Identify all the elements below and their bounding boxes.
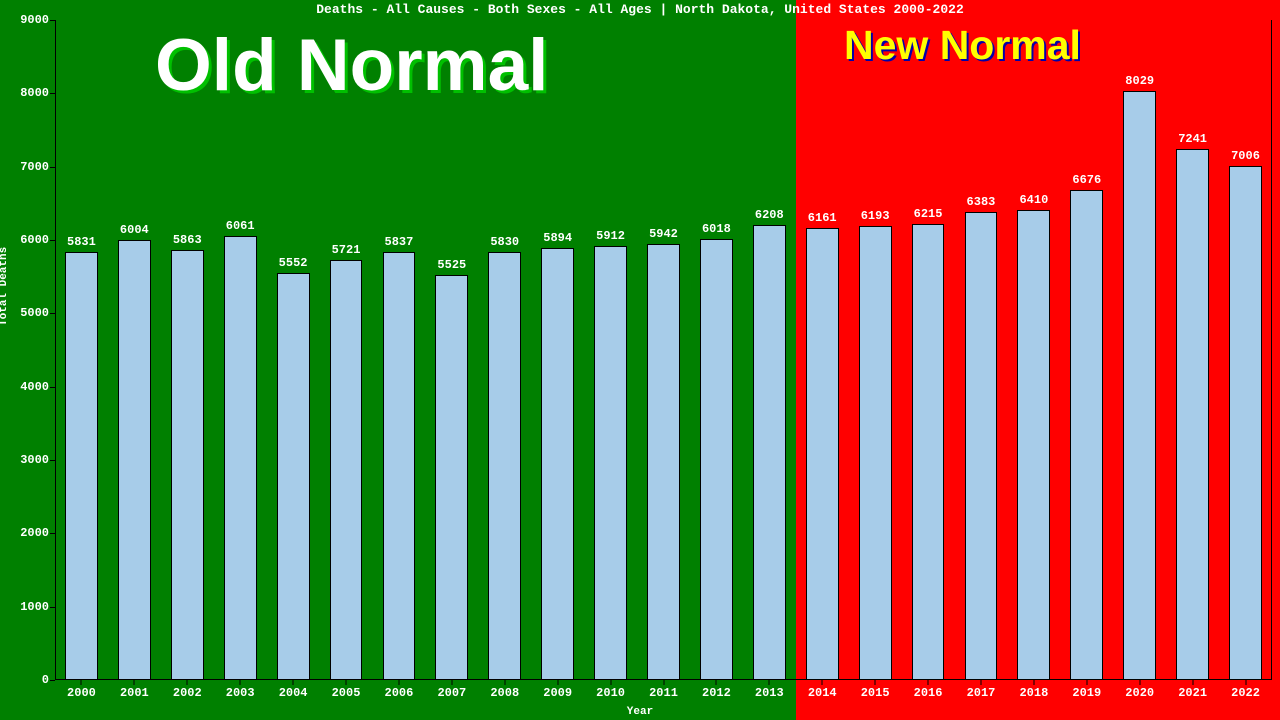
bar: 6193 — [859, 226, 892, 680]
bar-value-label: 6676 — [1071, 173, 1102, 187]
bar: 5831 — [65, 252, 98, 680]
bar-value-label: 7241 — [1177, 132, 1208, 146]
bar-value-label: 5837 — [384, 235, 415, 249]
bar-value-label: 8029 — [1124, 74, 1155, 88]
bar: 5721 — [330, 260, 363, 680]
bar: 6676 — [1070, 190, 1103, 680]
bar-value-label: 5525 — [436, 258, 467, 272]
bar: 6061 — [224, 236, 257, 680]
overlay-old-normal: Old Normal — [155, 24, 548, 107]
plot-area: 0100020003000400050006000700080009000583… — [55, 20, 1272, 680]
bar: 5863 — [171, 250, 204, 680]
bar-value-label: 6208 — [754, 208, 785, 222]
bar: 5525 — [435, 275, 468, 680]
bar-value-label: 5721 — [331, 243, 362, 257]
bar: 7006 — [1229, 166, 1262, 680]
bar-value-label: 6410 — [1018, 193, 1049, 207]
bar: 5830 — [488, 252, 521, 680]
bar-value-label: 6061 — [225, 219, 256, 233]
bar-value-label: 6193 — [860, 209, 891, 223]
bar-value-label: 5942 — [648, 227, 679, 241]
bar: 8029 — [1123, 91, 1156, 680]
bar: 6004 — [118, 240, 151, 680]
bar: 5912 — [594, 246, 627, 680]
bar-value-label: 5552 — [278, 256, 309, 270]
overlay-new-normal: New Normal — [844, 22, 1081, 69]
y-axis-label: Total Deaths — [0, 247, 10, 326]
bar: 6215 — [912, 224, 945, 680]
bar-value-label: 6215 — [913, 207, 944, 221]
bar: 5942 — [647, 244, 680, 680]
bar: 6208 — [753, 225, 786, 680]
bar-value-label: 6383 — [966, 195, 997, 209]
chart-container: Deaths - All Causes - Both Sexes - All A… — [0, 0, 1280, 720]
bar-value-label: 5912 — [595, 229, 626, 243]
bar-value-label: 6018 — [701, 222, 732, 236]
bar-value-label: 5830 — [489, 235, 520, 249]
x-axis-label: Year — [0, 706, 1280, 718]
bar: 6410 — [1017, 210, 1050, 680]
bar-value-label: 6161 — [807, 211, 838, 225]
bar: 5837 — [383, 252, 416, 680]
bar-value-label: 5863 — [172, 233, 203, 247]
bar: 7241 — [1176, 149, 1209, 680]
bar: 5894 — [541, 248, 574, 680]
bar-value-label: 7006 — [1230, 149, 1261, 163]
bar-value-label: 5894 — [542, 231, 573, 245]
chart-title: Deaths - All Causes - Both Sexes - All A… — [0, 2, 1280, 17]
bar: 6161 — [806, 228, 839, 680]
bar: 6383 — [965, 212, 998, 680]
bar: 5552 — [277, 273, 310, 680]
bar-value-label: 5831 — [66, 235, 97, 249]
bar: 6018 — [700, 239, 733, 680]
bar-value-label: 6004 — [119, 223, 150, 237]
